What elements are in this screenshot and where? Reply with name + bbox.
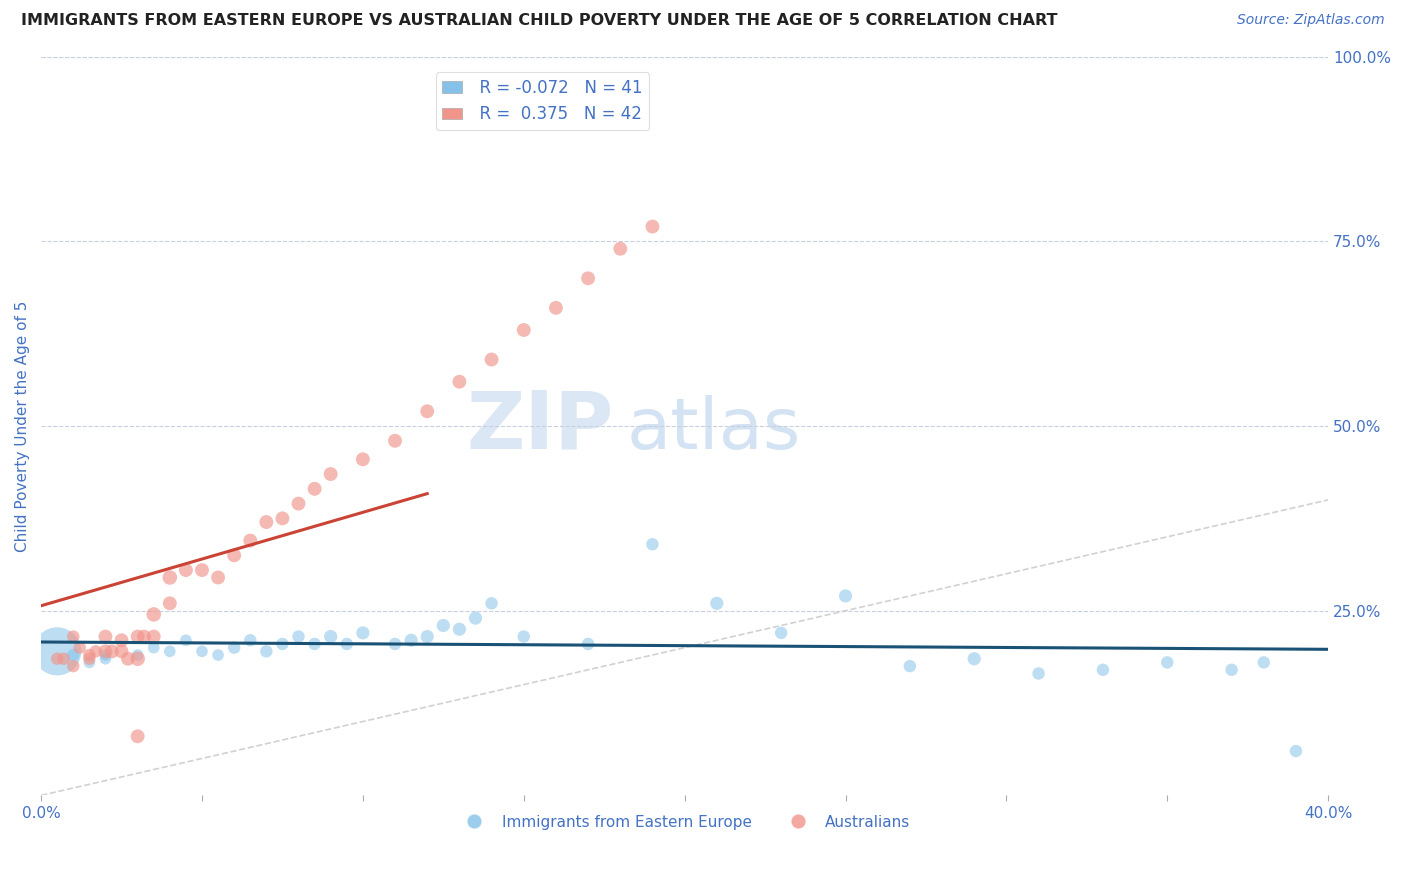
Point <box>287 497 309 511</box>
Text: ZIP: ZIP <box>467 387 614 465</box>
Point <box>239 633 262 648</box>
Point <box>46 651 69 665</box>
Point <box>142 640 165 655</box>
Point <box>62 648 84 662</box>
Point <box>384 434 406 448</box>
Point <box>513 323 536 337</box>
Point <box>239 533 262 548</box>
Point <box>481 352 503 367</box>
Point <box>1028 666 1050 681</box>
Point <box>159 570 181 584</box>
Point <box>62 630 84 644</box>
Point <box>254 515 277 529</box>
Y-axis label: Child Poverty Under the Age of 5: Child Poverty Under the Age of 5 <box>15 301 30 552</box>
Point <box>127 729 149 743</box>
Point <box>117 651 139 665</box>
Point <box>142 607 165 622</box>
Point <box>641 537 664 551</box>
Point <box>416 404 439 418</box>
Point <box>304 482 326 496</box>
Point <box>79 651 101 665</box>
Point <box>159 596 181 610</box>
Point <box>207 648 229 662</box>
Point <box>513 630 536 644</box>
Point <box>94 648 117 662</box>
Point <box>1156 656 1178 670</box>
Point <box>94 644 117 658</box>
Point <box>254 644 277 658</box>
Point <box>1253 656 1275 670</box>
Point <box>963 651 986 665</box>
Legend: Immigrants from Eastern Europe, Australians: Immigrants from Eastern Europe, Australi… <box>453 808 917 836</box>
Point <box>449 622 471 636</box>
Point <box>142 630 165 644</box>
Point <box>127 648 149 662</box>
Point <box>464 611 486 625</box>
Point <box>544 301 567 315</box>
Point <box>1091 663 1114 677</box>
Point <box>481 596 503 610</box>
Point <box>432 618 454 632</box>
Point <box>94 630 117 644</box>
Point <box>127 651 149 665</box>
Point <box>79 648 101 662</box>
Point <box>609 242 631 256</box>
Point <box>352 452 374 467</box>
Point <box>336 637 359 651</box>
Point <box>101 644 124 658</box>
Text: IMMIGRANTS FROM EASTERN EUROPE VS AUSTRALIAN CHILD POVERTY UNDER THE AGE OF 5 CO: IMMIGRANTS FROM EASTERN EUROPE VS AUSTRA… <box>21 13 1057 29</box>
Point <box>576 637 599 651</box>
Point <box>110 644 132 658</box>
Point <box>576 271 599 285</box>
Point <box>834 589 856 603</box>
Point <box>1220 663 1243 677</box>
Point <box>132 630 155 644</box>
Point <box>110 633 132 648</box>
Point <box>191 563 214 577</box>
Point <box>384 637 406 651</box>
Point <box>224 640 246 655</box>
Point <box>84 644 107 658</box>
Point <box>174 633 197 648</box>
Point <box>352 626 374 640</box>
Point <box>127 630 149 644</box>
Point <box>94 651 117 665</box>
Point <box>46 644 69 658</box>
Point <box>416 630 439 644</box>
Point <box>62 659 84 673</box>
Point <box>191 644 214 658</box>
Point <box>449 375 471 389</box>
Point <box>79 656 101 670</box>
Point <box>69 640 91 655</box>
Point <box>174 563 197 577</box>
Point <box>207 570 229 584</box>
Point <box>224 549 246 563</box>
Point <box>271 511 294 525</box>
Text: atlas: atlas <box>627 395 801 464</box>
Point <box>898 659 921 673</box>
Point <box>706 596 728 610</box>
Point <box>770 626 793 640</box>
Point <box>319 630 342 644</box>
Text: Source: ZipAtlas.com: Source: ZipAtlas.com <box>1237 13 1385 28</box>
Point <box>271 637 294 651</box>
Point <box>319 467 342 481</box>
Point <box>159 644 181 658</box>
Point <box>287 630 309 644</box>
Point <box>399 633 422 648</box>
Point <box>1285 744 1308 758</box>
Point <box>304 637 326 651</box>
Point <box>52 651 75 665</box>
Point <box>641 219 664 234</box>
